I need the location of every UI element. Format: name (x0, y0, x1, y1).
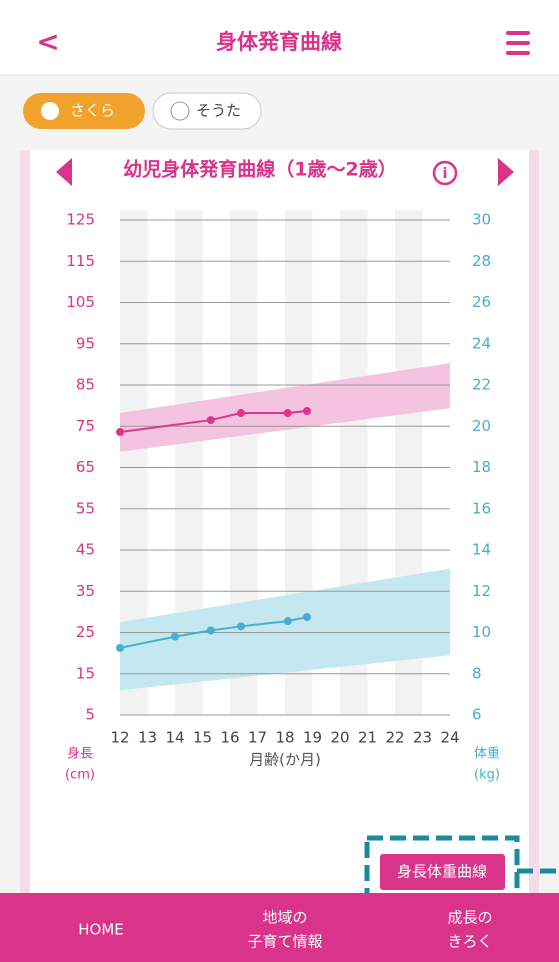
y-tick-label: 15 (76, 664, 95, 682)
y-tick-label: 5 (85, 706, 95, 724)
info-icon[interactable]: i (443, 166, 448, 182)
y2-tick-label: 26 (472, 293, 491, 311)
y-tick-label: 95 (76, 334, 95, 352)
y2-tick-label: 28 (472, 252, 491, 270)
data-point (171, 632, 179, 641)
nav-item[interactable]: HOME (78, 921, 124, 939)
y-tick-label: 105 (66, 293, 95, 311)
x-tick-label: 13 (138, 729, 157, 747)
x-tick-label: 16 (220, 729, 239, 747)
y-axis-unit: (cm) (65, 768, 95, 783)
child-icon (170, 101, 190, 121)
x-tick-label: 22 (385, 729, 404, 747)
data-point (303, 613, 311, 622)
y-tick-label: 75 (76, 417, 95, 435)
y2-tick-label: 8 (472, 664, 482, 682)
next-arrow[interactable] (498, 158, 514, 186)
x-tick-label: 20 (330, 729, 349, 747)
data-point (237, 622, 245, 631)
y2-tick-label: 12 (472, 582, 491, 600)
y-tick-label: 25 (76, 623, 95, 641)
menu-button[interactable] (506, 31, 530, 55)
child-icon (41, 102, 59, 120)
x-tick-label: 18 (275, 729, 294, 747)
y-tick-label: 35 (76, 582, 95, 600)
prev-arrow[interactable] (56, 158, 72, 186)
tab-selected[interactable] (23, 93, 145, 129)
x-tick-label: 19 (303, 729, 322, 747)
y-axis-label: 身長 (67, 746, 93, 762)
header-bar (0, 0, 559, 75)
y2-tick-label: 22 (472, 376, 491, 394)
data-point (283, 617, 292, 626)
data-point (303, 406, 311, 415)
y2-axis-label: 体重 (474, 746, 500, 762)
nav-item[interactable]: 地域の (262, 909, 307, 927)
y-tick-label: 115 (66, 252, 95, 270)
y2-tick-label: 18 (472, 458, 491, 476)
x-tick-label: 12 (110, 729, 129, 747)
tab-label[interactable]: さくら (70, 102, 115, 120)
nav-item[interactable]: 成長の (447, 909, 492, 927)
percentile-band (120, 568, 450, 691)
bottom-nav (0, 893, 559, 962)
info-button[interactable] (432, 160, 458, 186)
x-tick-label: 14 (165, 729, 184, 747)
y-tick-label: 125 (66, 211, 95, 229)
y2-tick-label: 30 (472, 211, 491, 229)
data-point (206, 626, 215, 635)
x-tick-label: 15 (193, 729, 212, 747)
header-title: 身体発育曲線 (216, 30, 342, 54)
x-tick-label: 23 (413, 729, 432, 747)
x-tick-label: 21 (358, 729, 377, 747)
y2-tick-label: 24 (472, 334, 491, 352)
y-tick-label: 85 (76, 376, 95, 394)
y2-tick-label: 20 (472, 417, 491, 435)
data-point (206, 416, 215, 425)
curve-button[interactable] (380, 854, 505, 890)
y2-axis-unit: (kg) (474, 768, 500, 783)
curve-button-label[interactable]: 身長体重曲線 (397, 863, 487, 881)
y-tick-label: 65 (76, 458, 95, 476)
data-point (116, 428, 124, 437)
x-tick-label: 24 (440, 729, 459, 747)
data-point (237, 409, 245, 418)
y2-tick-label: 16 (472, 499, 491, 517)
back-button[interactable]: < (36, 25, 59, 58)
card (30, 150, 529, 895)
y2-tick-label: 10 (472, 623, 491, 641)
y2-tick-label: 6 (472, 706, 482, 724)
nav-item[interactable]: 子育て情報 (247, 933, 322, 951)
y-tick-label: 45 (76, 541, 95, 559)
chart-title: 幼児身体発育曲線（1歳〜2歳） (123, 158, 396, 181)
x-axis-label: 月齢(か月) (249, 751, 321, 769)
tab-label[interactable]: そうた (196, 102, 241, 120)
y2-tick-label: 14 (472, 541, 491, 559)
y-tick-label: 55 (76, 499, 95, 517)
x-tick-label: 17 (248, 729, 267, 747)
nav-item[interactable]: きろく (447, 933, 492, 951)
data-point (116, 643, 124, 652)
data-point (283, 409, 292, 418)
